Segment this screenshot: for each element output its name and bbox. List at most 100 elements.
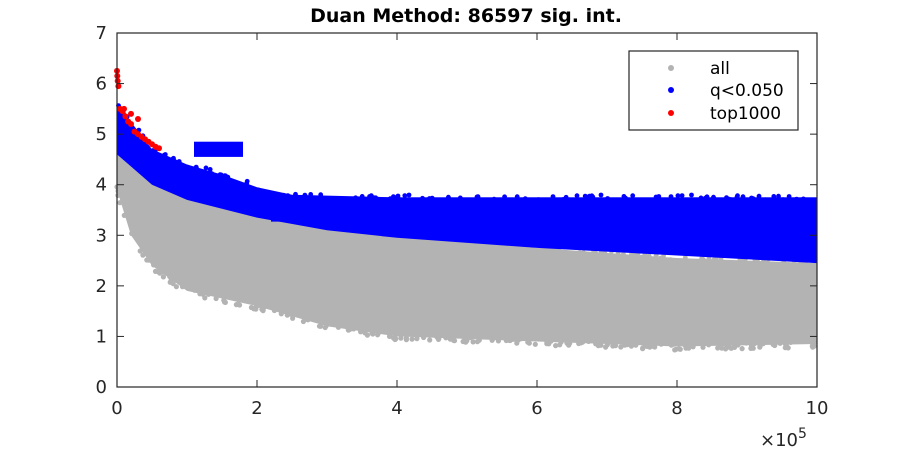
legend: all q<0.050 top1000 [628,50,799,131]
data-point-all [726,342,732,348]
data-point-q<0.050 [371,195,376,201]
data-point-all [246,298,252,304]
data-point-all [646,339,653,345]
axes-box [116,32,818,388]
data-point-q<0.050 [162,152,168,157]
data-point-all [393,336,399,342]
data-point-q<0.050 [550,194,556,200]
data-point-all [318,323,324,329]
data-point-q<0.050 [536,197,541,203]
data-point-q<0.050 [561,197,566,202]
data-point-all [396,331,402,337]
data-point-all [160,274,166,280]
data-point-all [290,315,296,321]
data-point-all [197,291,203,297]
data-point-all [115,188,121,194]
data-point-all [668,257,673,262]
data-point-all [748,345,754,351]
data-point-all [735,342,741,348]
data-point-all [557,342,563,348]
data-point-all [697,258,703,264]
data-point-all [581,250,586,255]
data-point-all [322,324,328,331]
data-point-all [532,341,538,347]
x-tick-label: 10 [806,398,829,419]
data-point-all [442,333,448,339]
data-point-all [646,253,652,259]
data-point-q<0.050 [763,197,768,203]
data-point-all [511,336,517,342]
data-point-q<0.050 [397,197,403,203]
data-point-all [191,286,197,293]
data-point-q<0.050 [457,195,463,201]
data-point-q<0.050 [771,194,777,199]
data-point-top1000 [122,113,129,120]
data-point-all [719,345,725,351]
data-point-all [658,341,664,347]
data-point-q<0.050 [367,194,372,199]
data-point-q<0.050 [522,196,528,202]
data-point-q<0.050 [776,193,781,199]
data-point-all [222,299,228,305]
data-point-all [213,295,219,302]
data-point-all [463,333,469,339]
data-point-all [784,343,790,349]
data-point-q<0.050 [285,193,291,199]
data-point-all [653,339,660,346]
data-point-top1000 [114,78,121,84]
data-point-all [495,338,501,344]
legend-label-all: all [710,59,730,79]
data-point-all [202,289,208,295]
data-point-all [672,347,678,353]
data-point-q<0.050 [255,187,261,193]
data-point-all [160,269,166,275]
data-point-all [621,251,626,257]
series-q-band [194,141,243,157]
data-point-all [671,341,677,347]
data-point-all [700,344,706,350]
data-point-all [685,344,691,350]
data-point-q<0.050 [218,172,224,178]
series-q-band [404,215,453,221]
data-point-q<0.050 [679,193,685,199]
data-point-q<0.050 [474,194,480,200]
data-point-all [335,324,341,330]
data-point-q<0.050 [293,191,298,197]
data-point-all [763,260,769,266]
data-point-q<0.050 [402,193,408,199]
data-point-all [140,252,146,258]
data-point-all [526,336,532,342]
data-point-q<0.050 [395,193,401,199]
data-point-all [151,262,157,268]
data-point-all [777,340,783,346]
series-q-band [250,197,299,205]
data-point-q<0.050 [359,194,365,199]
data-point-all [362,330,368,336]
plot-layer [114,67,817,353]
data-point-q<0.050 [308,192,314,197]
data-point-q<0.050 [223,173,229,179]
data-point-all [144,257,150,263]
data-point-q<0.050 [794,196,799,202]
data-point-all [548,338,554,344]
data-point-all [580,339,586,345]
data-point-all [758,342,764,348]
data-point-q<0.050 [780,197,786,203]
y-tick-label: 7 [96,23,107,44]
data-point-q<0.050 [605,196,610,201]
data-point-top1000 [128,110,134,117]
data-point-all [237,302,243,308]
data-point-all [284,312,290,318]
data-point-all [602,250,608,256]
data-point-all [470,339,476,345]
data-point-q<0.050 [786,194,792,199]
data-point-q<0.050 [171,155,176,161]
data-point-all [205,291,212,297]
legend-marker-top1000 [668,110,674,116]
data-point-q<0.050 [281,192,287,198]
data-point-all [271,307,277,314]
x-exponent-power: 5 [798,426,807,442]
legend-marker-all [668,65,674,71]
data-point-all [577,250,582,256]
ticks-layer: 0 2 4 6 8 10 0 1 2 3 4 5 6 7 [96,23,829,419]
